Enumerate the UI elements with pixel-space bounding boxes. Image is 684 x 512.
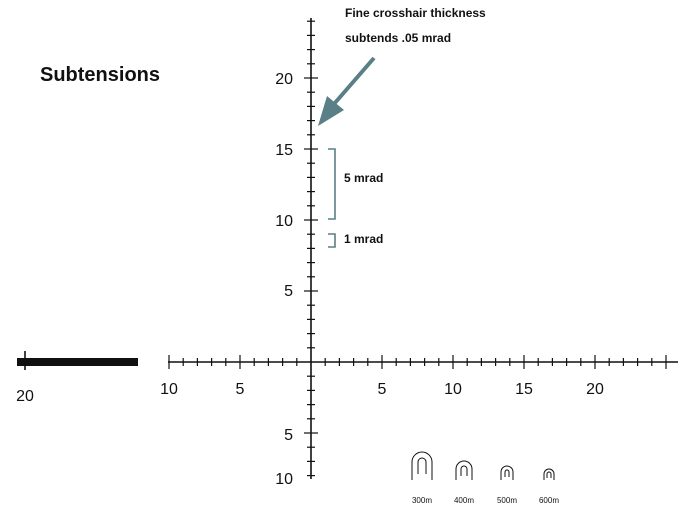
horizontal-label-right-15: 15: [515, 381, 533, 398]
range-marker-300m-icon: [411, 451, 433, 480]
annotation-line-1: Fine crosshair thickness: [345, 6, 486, 20]
vertical-ticks: [304, 20, 318, 477]
range-label-500m: 500m: [497, 496, 517, 505]
horizontal-label-left-5: 5: [236, 381, 245, 398]
horizontal-label-left-10: 10: [160, 381, 178, 398]
page-title: Subtensions: [40, 64, 160, 86]
horizontal-label-right-10: 10: [444, 381, 462, 398]
vertical-label-5: 5: [284, 283, 293, 300]
annotation-arrow: [318, 56, 376, 126]
bracket-label-5-mrad: 5 mrad: [344, 171, 383, 185]
bracket-1-mrad: [328, 233, 336, 248]
bracket-label-1-mrad: 1 mrad: [344, 232, 383, 246]
bracket-5-mrad: [328, 148, 336, 220]
horizontal-label-right-5: 5: [378, 381, 387, 398]
horizontal-label-right-20: 20: [586, 381, 604, 398]
range-marker-500m-icon: [500, 465, 514, 480]
range-marker-600m-icon: [543, 468, 555, 480]
left-post-label: 20: [16, 388, 34, 405]
annotation-line-2: subtends .05 mrad: [345, 31, 451, 45]
vertical-label-20: 20: [275, 71, 293, 88]
left-thick-post: [17, 358, 138, 366]
vertical-label-down-5: 5: [284, 427, 293, 444]
range-label-300m: 300m: [412, 496, 432, 505]
horizontal-ticks: [168, 355, 667, 369]
range-marker-400m-icon: [455, 460, 473, 480]
vertical-label-down-10: 10: [275, 471, 293, 488]
range-label-400m: 400m: [454, 496, 474, 505]
vertical-label-10: 10: [275, 213, 293, 230]
range-label-600m: 600m: [539, 496, 559, 505]
vertical-label-15: 15: [275, 142, 293, 159]
